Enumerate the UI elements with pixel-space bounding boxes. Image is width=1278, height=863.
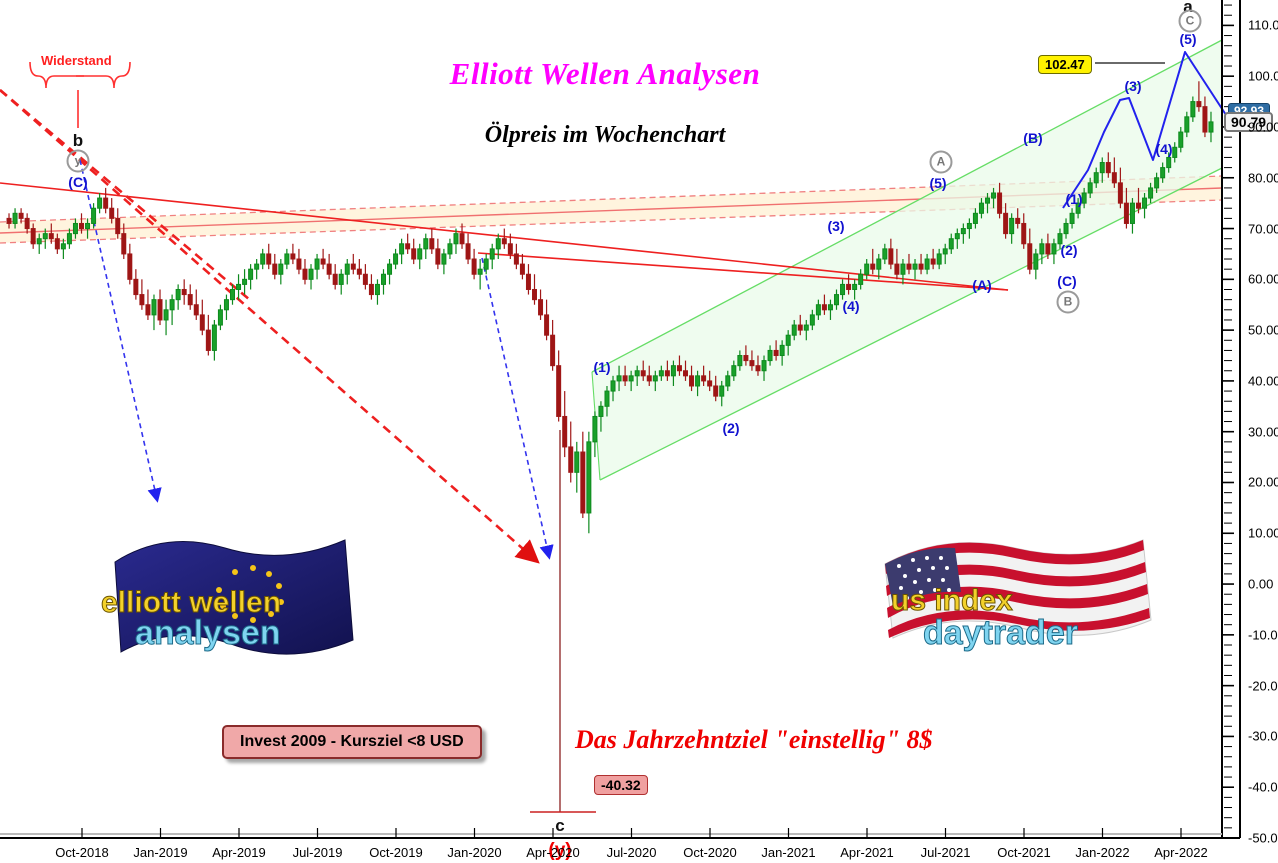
wave-label-B: B xyxy=(1056,290,1080,314)
logo-left-line2: analysen xyxy=(135,614,281,652)
y-axis-tick-label: 70.00 xyxy=(1248,221,1278,237)
green-channel xyxy=(591,39,1223,481)
wave-label-2: (2) xyxy=(1060,242,1078,258)
logo-elliott-wellen-analysen: elliott wellen analysen xyxy=(101,539,354,655)
logo-right-line1: us index xyxy=(891,584,1013,617)
wave-label-C: C xyxy=(1178,9,1202,33)
x-axis-tick-label: Jul-2020 xyxy=(606,845,657,860)
y-axis-tick-label: -50.00 xyxy=(1248,830,1278,846)
x-axis-tick-label: Oct-2020 xyxy=(683,845,737,860)
decade-target-headline: Das Jahrzehntziel "einstellig" 8$ xyxy=(575,725,933,754)
y-axis-tick-label: 30.00 xyxy=(1248,424,1278,440)
x-axis-tick-label: Jan-2022 xyxy=(1075,845,1130,860)
wave-label-3: (3) xyxy=(827,218,845,234)
target-high-tag: 102.47 xyxy=(1038,55,1092,74)
x-axis-tick-label: Oct-2019 xyxy=(369,845,423,860)
x-axis-tick-label: Jan-2021 xyxy=(761,845,816,860)
x-axis-tick-label: Jul-2019 xyxy=(292,845,343,860)
low-target-line xyxy=(530,430,596,813)
wave-label-C: (C) xyxy=(68,174,88,190)
y-axis-tick-label: 0.00 xyxy=(1248,576,1274,592)
wave-label-A: A xyxy=(929,150,953,174)
wave-label-5: (5) xyxy=(929,175,947,191)
x-axis-tick-label: Apr-2021 xyxy=(840,845,894,860)
wave-label-5: (5) xyxy=(1179,31,1197,47)
y-axis-tick-label: -30.00 xyxy=(1248,728,1278,744)
y-axis-tick-label: 40.00 xyxy=(1248,373,1278,389)
x-axis-tick-label: Apr-2019 xyxy=(212,845,266,860)
wave-label-1: (1) xyxy=(1065,191,1083,207)
y-axis-tick-label: 110.00 xyxy=(1248,17,1278,33)
widerstand-label: Widerstand xyxy=(41,53,112,68)
x-axis-tick-label: Jan-2019 xyxy=(133,845,188,860)
y-axis-tick-label: 10.00 xyxy=(1248,525,1278,541)
page-title: Elliott Wellen Analysen xyxy=(449,56,761,91)
wave-label-2: (2) xyxy=(722,420,740,436)
wave-label-b: b xyxy=(72,131,84,150)
wave-label-a: a xyxy=(1183,0,1193,16)
wave-label-A: (A) xyxy=(972,277,992,293)
x-axis-tick-label: Apr-2020 xyxy=(526,845,580,860)
wave-label-y: y xyxy=(66,149,90,173)
y-axis-tick-label: 50.00 xyxy=(1248,322,1278,338)
wave-label-3: (3) xyxy=(1124,78,1142,94)
invest-banner: Invest 2009 - Kursziel <8 USD xyxy=(222,725,482,759)
y-axis-tick-label: 90.00 xyxy=(1248,119,1278,135)
wave-label-1: (1) xyxy=(593,359,611,375)
x-axis-tick-label: Jul-2021 xyxy=(920,845,971,860)
axis-frame xyxy=(0,0,1241,839)
x-axis-tick-label: Apr-2022 xyxy=(1154,845,1208,860)
y-axis-tick-label: -20.00 xyxy=(1248,678,1278,694)
y-axis-tick-label: 60.00 xyxy=(1248,271,1278,287)
logo-us-index-daytrader: us index daytrader xyxy=(884,539,1152,653)
wave-label-y: (y) xyxy=(548,840,572,861)
y-axis-tick-label: 20.00 xyxy=(1248,474,1278,490)
wave-label-C: (C) xyxy=(1057,273,1077,289)
y-axis-tick-label: -10.00 xyxy=(1248,627,1278,643)
logo-right-line2: daytrader xyxy=(923,614,1078,652)
x-axis-tick-label: Oct-2021 xyxy=(997,845,1051,860)
y-axis-tick-label: 100.00 xyxy=(1248,68,1278,84)
blue-projection-path xyxy=(1062,51,1229,209)
logo-left-line1: elliott wellen xyxy=(101,586,281,619)
last-price-white-tag: 90.79 xyxy=(1224,112,1274,132)
x-axis-tick-label: Oct-2018 xyxy=(55,845,109,860)
wave-label-4: (4) xyxy=(1155,141,1173,157)
widerstand-brace xyxy=(29,61,131,128)
wave-label-4: (4) xyxy=(842,298,860,314)
wave-label-B: (B) xyxy=(1023,130,1043,146)
candlestick-series xyxy=(6,81,1214,534)
y-axis-tick-label: 80.00 xyxy=(1248,170,1278,186)
page-subtitle: Ölpreis im Wochenchart xyxy=(484,122,726,148)
x-axis-tick-label: Jan-2020 xyxy=(447,845,502,860)
y-axis-tick-label: -40.00 xyxy=(1248,779,1278,795)
low-target-tag: -40.32 xyxy=(594,775,648,795)
wave-label-c: c xyxy=(555,816,565,835)
